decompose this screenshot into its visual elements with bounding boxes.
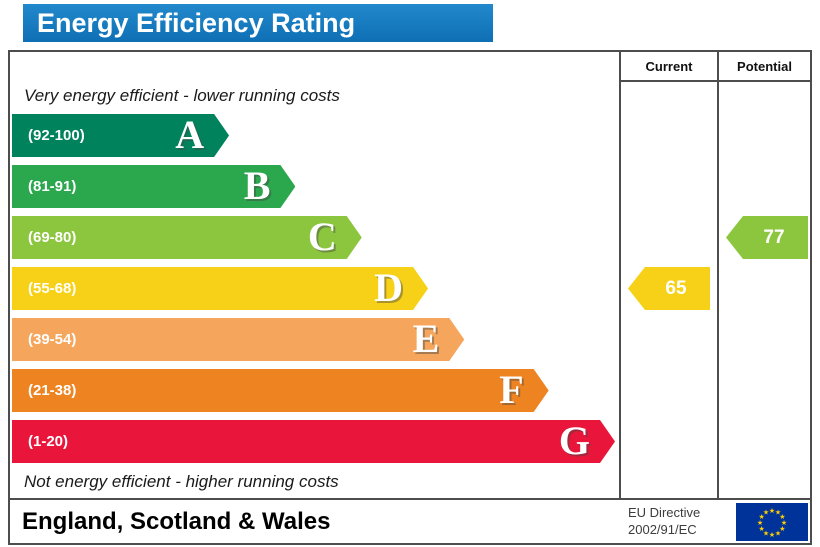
svg-text:★: ★ [781, 519, 787, 527]
band-range: (55-68) [28, 280, 77, 297]
svg-text:★: ★ [769, 507, 775, 515]
potential-column-header: Potential [719, 52, 810, 82]
band-bar-f: (21-38) F [12, 369, 549, 412]
potential-arrow: 77 [726, 216, 808, 259]
bottom-note: Not energy efficient - higher running co… [24, 472, 339, 491]
band-letter: B [243, 162, 271, 208]
svg-text:★: ★ [779, 525, 785, 533]
band-range: (39-54) [28, 331, 77, 348]
eu-directive-line2: 2002/91/EC [628, 521, 697, 537]
svg-text:★: ★ [775, 509, 781, 517]
band-range: (92-100) [28, 127, 85, 144]
band-range: (69-80) [28, 229, 77, 246]
svg-text:★: ★ [769, 531, 775, 539]
column-divider-current [619, 52, 621, 543]
svg-text:★: ★ [763, 529, 769, 537]
band-bar-a: (92-100) A [12, 114, 229, 157]
band-letter: D [374, 264, 404, 310]
eu-directive-label: EU Directive 2002/91/EC [628, 505, 700, 539]
rating-bands: (92-100) A (81-91) B (69-80) C (55-68) D… [12, 114, 615, 471]
page-title: Energy Efficiency Rating [23, 4, 493, 42]
svg-text:★: ★ [779, 513, 785, 521]
chart-frame: Current Potential Very energy efficient … [8, 50, 812, 545]
current-column-header: Current [621, 52, 717, 82]
band-letter: F [499, 366, 524, 412]
eu-directive-line1: EU Directive [628, 505, 701, 520]
svg-text:★: ★ [775, 529, 781, 537]
band-letter: A [175, 111, 205, 157]
eu-flag-icon: ★ ★ ★ ★ ★ ★ ★ ★ ★ ★ ★ ★ [736, 503, 808, 541]
band-range: (21-38) [28, 382, 77, 399]
band-bar-b: (81-91) B [12, 165, 295, 208]
svg-text:★: ★ [763, 509, 769, 517]
band-bar-d: (55-68) D [12, 267, 428, 310]
top-note: Very energy efficient - lower running co… [24, 86, 340, 105]
svg-text:★: ★ [758, 513, 764, 521]
footer-region-label: England, Scotland & Wales [22, 507, 331, 535]
band-range: (1-20) [28, 433, 69, 450]
potential-value: 77 [763, 226, 785, 248]
footer: England, Scotland & Wales EU Directive 2… [10, 498, 810, 543]
band-bar-c: (69-80) C [12, 216, 362, 259]
current-value: 65 [665, 277, 687, 299]
band-letter: C [307, 213, 337, 259]
column-divider-potential [717, 52, 719, 498]
band-letter: G [558, 417, 590, 463]
svg-text:★: ★ [757, 519, 763, 527]
band-letter: E [412, 315, 440, 361]
svg-text:★: ★ [758, 525, 764, 533]
band-bar-g: (1-20) G [12, 420, 615, 463]
band-range: (81-91) [28, 178, 77, 195]
band-bar-e: (39-54) E [12, 318, 464, 361]
current-arrow: 65 [628, 267, 710, 310]
